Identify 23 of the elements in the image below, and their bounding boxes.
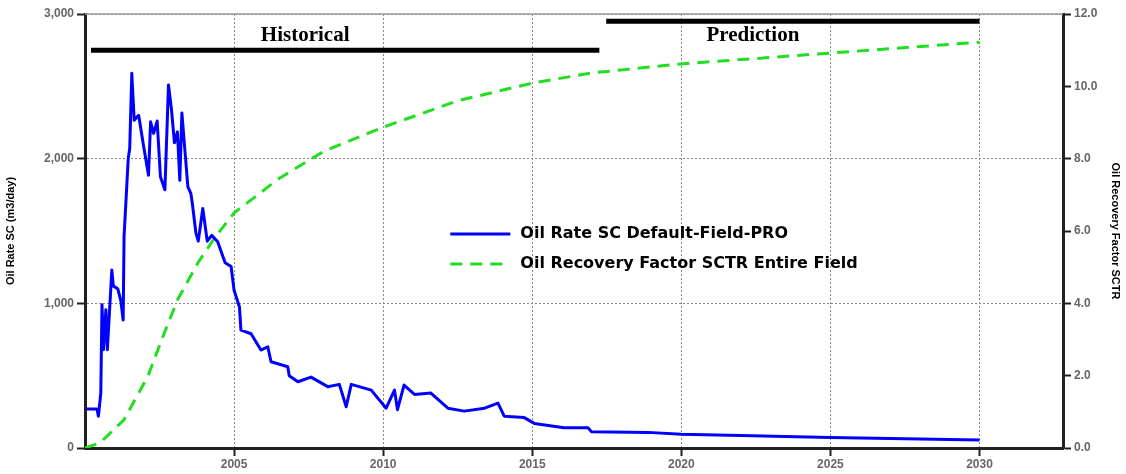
y-tick-label: 2,000 <box>43 150 75 165</box>
annotation: Prediction <box>706 22 800 47</box>
y2-tick-label: 6.0 <box>1074 223 1092 238</box>
y2-tick-label: 10.0 <box>1074 78 1098 93</box>
y2-tick-label: 0.0 <box>1074 440 1092 455</box>
y-tick-label: 0 <box>67 440 75 455</box>
x-tick-label: 2025 <box>817 456 845 471</box>
x-tick-label: 2005 <box>220 456 248 471</box>
y2-tick-label: 4.0 <box>1074 295 1092 310</box>
y-tick-label: 1,000 <box>43 295 75 310</box>
y2-tick-label: 2.0 <box>1074 367 1092 382</box>
x-tick-label: 2020 <box>667 456 696 471</box>
y2-tick-label: 12.0 <box>1074 6 1098 21</box>
y-tick-label: 3,000 <box>43 6 75 21</box>
x-tick-label: 2010 <box>369 456 397 471</box>
y2-axis-title: Oil Recovery Factor SCTR <box>1110 162 1123 300</box>
legend-label: Oil Rate SC Default-Field-PRO <box>520 223 789 243</box>
y-axis-title: Oil Rate SC (m3/day) <box>3 176 16 286</box>
annotation: Historical <box>260 22 350 47</box>
x-tick-label: 2030 <box>966 456 994 471</box>
legend-label: Oil Recovery Factor SCTR Entire Field <box>520 253 858 273</box>
x-tick-label: 2015 <box>518 456 546 471</box>
y2-tick-label: 8.0 <box>1074 150 1092 165</box>
